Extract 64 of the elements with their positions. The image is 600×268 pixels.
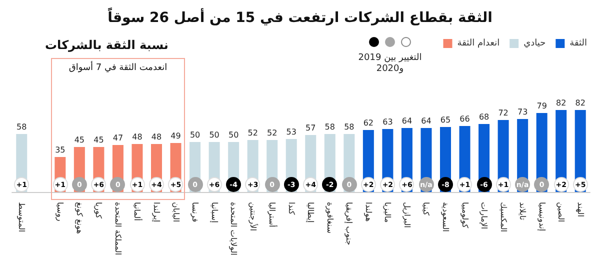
data-label: 48 — [151, 132, 162, 142]
x-tick-label: المكسيك — [498, 202, 508, 232]
x-tick-label: تايلاند — [518, 202, 528, 220]
x-tick-label: المملكة المتحدة — [113, 202, 122, 256]
data-label: 35 — [55, 146, 66, 154]
x-tick-label: اليابان — [171, 202, 180, 222]
data-label: 58 — [16, 122, 27, 132]
legend-label: الثقة — [570, 38, 588, 48]
x-tick-label: هولندا — [364, 202, 373, 222]
data-label: 68 — [478, 112, 490, 122]
data-label: 47 — [112, 134, 124, 142]
data-label: 79 — [536, 102, 547, 110]
x-tick-label: روسيا — [56, 202, 65, 222]
data-label: 66 — [460, 114, 470, 124]
x-tick-label: جنوب إفريقيا — [344, 202, 354, 246]
data-label: 82 — [556, 98, 566, 108]
data-label: 58 — [324, 122, 335, 132]
data-label: 45 — [74, 136, 85, 144]
x-tick-label: أستراليا — [268, 202, 278, 228]
data-label: 65 — [440, 116, 451, 124]
data-label: 73 — [517, 108, 528, 116]
chart-title: الثقة بقطاع الشركات ارتفعت في 15 من أصل 26 سوقاً — [108, 6, 492, 26]
x-tick-label: المتوسط — [17, 202, 26, 232]
x-tick-label: كوريا — [94, 202, 104, 219]
data-label: 64 — [402, 116, 412, 126]
x-tick-label: هونغ كونغ — [74, 202, 84, 234]
x-tick-label: الأرجنتين — [248, 202, 258, 231]
data-label: 62 — [363, 118, 374, 128]
data-label: 50 — [209, 130, 220, 140]
x-tick-label: الصين — [556, 202, 566, 222]
x-tick-label: الإمارات — [480, 202, 489, 230]
x-tick-label: سنغافورة — [325, 202, 334, 234]
x-tick-label: الولايات المتحدة — [229, 202, 238, 256]
x-tick-label: إندونيسيا — [537, 202, 546, 232]
data-label: 63 — [382, 118, 393, 126]
data-label: 52 — [267, 128, 278, 138]
text: التغيير بين 2019 و2020 — [357, 53, 423, 75]
x-tick-label: إيرلندا — [152, 202, 161, 222]
x-tick-label: كولومبيا — [460, 202, 470, 228]
data-label: 82 — [575, 98, 586, 108]
x-tick-label: ألمانيا — [132, 202, 143, 221]
data-label: 50 — [228, 130, 239, 140]
x-tick-label: السعودية — [441, 202, 450, 232]
data-label: 50 — [190, 130, 200, 140]
x-tick-label: ماليزيا — [383, 202, 392, 223]
x-tick-label: إيطاليا — [306, 202, 316, 223]
data-label: 64 — [421, 116, 432, 126]
data-label: 72 — [498, 108, 508, 118]
x-tick-label: كينيا — [422, 202, 431, 216]
data-label: 45 — [94, 136, 104, 144]
data-label: 58 — [344, 122, 354, 132]
x-tick-label: البرازيل — [402, 202, 412, 228]
data-label: 48 — [132, 132, 142, 142]
x-tick-label: فرنسا — [190, 202, 200, 222]
legend-label: حيادي — [524, 38, 546, 48]
data-label: 49 — [170, 132, 181, 140]
x-tick-label: الهند — [576, 202, 585, 217]
x-tick-label: إسبانيا — [210, 202, 219, 223]
x-tick-label: كندا — [286, 202, 296, 215]
data-label: 52 — [248, 128, 258, 138]
data-label: 53 — [286, 128, 296, 136]
chart-subtitle: نسبة الثقة بالشركات — [45, 38, 168, 52]
legend-label: انعدام الثقة — [457, 38, 500, 48]
data-label: 57 — [306, 124, 316, 132]
